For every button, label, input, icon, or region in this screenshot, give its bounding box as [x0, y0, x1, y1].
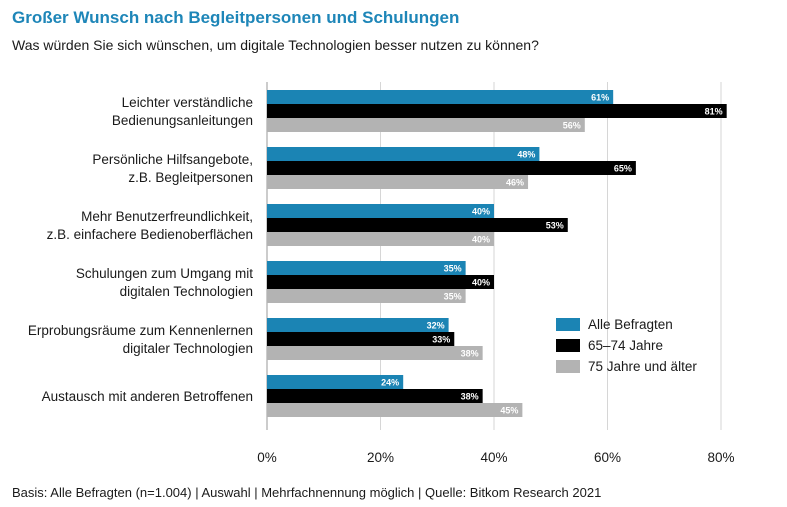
bar-value-label: 81%: [705, 107, 723, 117]
chart-title: Großer Wunsch nach Begleitpersonen und S…: [12, 8, 460, 27]
bar: [267, 375, 404, 389]
category-label: z.B. einfachere Bedienoberflächen: [47, 227, 253, 242]
bar-value-label: 45%: [500, 406, 518, 416]
category-label: digitaler Technologien: [123, 341, 253, 356]
category-label: z.B. Begleitpersonen: [128, 170, 253, 185]
bar-value-label: 48%: [517, 150, 535, 160]
category-label: Schulungen zum Umgang mit: [76, 266, 253, 281]
legend-swatch: [556, 318, 580, 331]
bar: [267, 232, 494, 246]
category-label: Erprobungsräume zum Kennenlernen: [28, 323, 253, 338]
bar: [267, 261, 466, 275]
bar: [267, 104, 727, 118]
bar: [267, 403, 523, 417]
category-label: Austausch mit anderen Betroffenen: [42, 389, 253, 404]
chart-subtitle: Was würden Sie sich wünschen, um digital…: [12, 37, 539, 53]
bar-value-label: 40%: [472, 278, 490, 288]
bar-value-label: 46%: [506, 178, 524, 188]
bar: [267, 218, 568, 232]
bar-value-label: 35%: [444, 264, 462, 274]
category-label: digitalen Technologien: [120, 284, 253, 299]
x-tick-label: 60%: [594, 450, 621, 465]
bar: [267, 204, 494, 218]
bar-value-label: 40%: [472, 235, 490, 245]
bar: [267, 275, 494, 289]
x-tick-label: 20%: [367, 450, 394, 465]
bar: [267, 332, 455, 346]
bar-value-label: 33%: [432, 335, 450, 345]
bar-value-label: 65%: [614, 164, 632, 174]
bar-value-label: 61%: [591, 93, 609, 103]
x-tick-label: 0%: [257, 450, 277, 465]
legend-swatch: [556, 360, 580, 373]
legend-label: Alle Befragten: [588, 317, 673, 332]
bar-value-label: 24%: [381, 378, 399, 388]
bar-value-label: 53%: [546, 221, 564, 231]
category-label: Leichter verständliche: [122, 95, 253, 110]
bar-value-label: 38%: [461, 349, 479, 359]
bar: [267, 389, 483, 403]
legend-label: 65–74 Jahre: [588, 338, 663, 353]
bar-value-label: 32%: [427, 321, 445, 331]
category-label: Persönliche Hilfsangebote,: [92, 152, 253, 167]
category-label: Bedienungsanleitungen: [112, 113, 253, 128]
bar: [267, 118, 585, 132]
legend-swatch: [556, 339, 580, 352]
x-tick-label: 40%: [480, 450, 507, 465]
bar-chart: 0% 20% 40% 60% 80% 61% 81% 56% Leichter verständ…: [28, 82, 735, 465]
category-label: Mehr Benutzerfreundlichkeit,: [81, 209, 253, 224]
bar: [267, 318, 449, 332]
bar: [267, 346, 483, 360]
bar: [267, 161, 636, 175]
bar: [267, 147, 540, 161]
bar-value-label: 56%: [563, 121, 581, 131]
bar: [267, 289, 466, 303]
bar: [267, 90, 614, 104]
bar-value-label: 38%: [461, 392, 479, 402]
bar-value-label: 35%: [444, 292, 462, 302]
bar: [267, 175, 529, 189]
bar-value-label: 40%: [472, 207, 490, 217]
x-tick-label: 80%: [707, 450, 734, 465]
legend-label: 75 Jahre und älter: [588, 359, 697, 374]
source-footnote: Basis: Alle Befragten (n=1.004) | Auswah…: [12, 485, 602, 500]
